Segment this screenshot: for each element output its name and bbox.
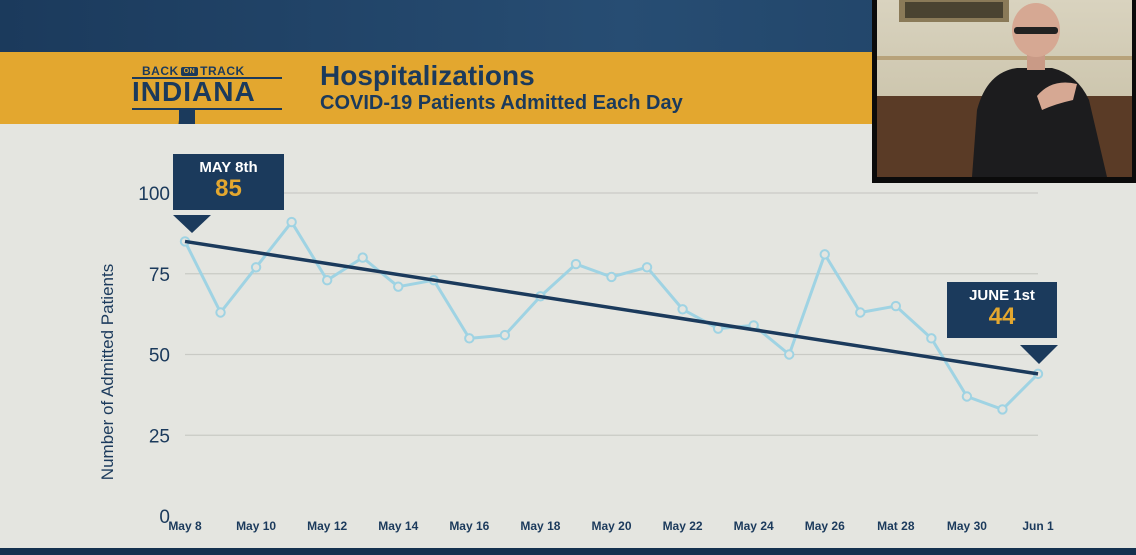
logo-back: BACK	[142, 64, 179, 78]
video-inset	[872, 0, 1136, 183]
x-tick-label: May 20	[591, 519, 631, 533]
y-tick-label-100: 100	[138, 184, 170, 205]
x-tick-label: Jun 1	[1022, 519, 1054, 533]
data-point	[464, 333, 475, 344]
x-tick-label: May 14	[378, 519, 418, 533]
interpreter-illustration	[877, 0, 1132, 177]
x-tick-label: May 30	[947, 519, 987, 533]
y-tick-label-50: 50	[149, 346, 170, 367]
callout-start: MAY 8th 85	[173, 154, 284, 210]
x-tick-label: Mat 28	[877, 519, 915, 533]
x-tick-label: May 22	[663, 519, 703, 533]
logo-track: TRACK	[200, 64, 245, 78]
interpreter-body	[972, 68, 1107, 177]
callout-start-value: 85	[215, 175, 242, 202]
logo-top-text: BACK ON TRACK	[142, 64, 245, 78]
callout-end-value: 44	[988, 303, 1016, 330]
data-point	[926, 333, 937, 344]
chart-title: Hospitalizations	[320, 60, 535, 91]
y-axis-label: Number of Admitted Patients	[98, 264, 117, 480]
chart-subtitle: COVID-19 Patients Admitted Each Day	[320, 92, 683, 114]
wall-painting	[905, 2, 1003, 18]
data-point	[784, 349, 795, 360]
logo-on: ON	[180, 67, 199, 77]
x-axis-ticks: May 8 May 10 May 12 May 14 May 16 May 18 May 2…	[168, 519, 1054, 533]
x-tick-label: May 26	[805, 519, 845, 533]
data-point	[393, 281, 404, 292]
y-axis-ticks: 0 25 50 75 100	[138, 184, 170, 528]
data-point	[215, 307, 226, 318]
wall-molding	[877, 56, 1132, 60]
data-point	[357, 252, 368, 263]
data-point	[819, 249, 830, 260]
series-path	[183, 220, 1040, 411]
y-tick-label-75: 75	[149, 265, 170, 286]
y-tick-label-25: 25	[149, 426, 170, 447]
callout-end-date: JUNE 1st	[969, 287, 1035, 304]
data-point	[606, 271, 617, 283]
x-tick-label: May 16	[449, 519, 489, 533]
data-point	[961, 391, 973, 402]
callout-end: JUNE 1st 44	[947, 282, 1057, 338]
gridlines	[185, 192, 1038, 436]
back-on-track-indiana-logo: BACK ON TRACK INDIANA	[128, 60, 288, 131]
series-line	[179, 216, 1044, 415]
data-point	[570, 258, 582, 270]
line-chart: 0 25 50 75 100 May 8 May 10 May 12 May 14 May 16…	[98, 184, 1058, 533]
logo-indiana: INDIANA	[132, 76, 256, 107]
bottom-band	[0, 548, 1136, 555]
data-point	[641, 262, 653, 273]
interpreter-hand	[1037, 82, 1077, 110]
callout-start-date: MAY 8th	[199, 159, 258, 176]
callout-start-pointer	[173, 215, 211, 233]
data-point	[677, 304, 688, 315]
video-frame	[877, 0, 1132, 177]
logo-rule-top	[132, 77, 282, 79]
trendline	[184, 239, 1039, 376]
x-tick-label: May 8	[168, 519, 202, 533]
y-tick-label-0: 0	[159, 507, 170, 528]
callout-pointers	[173, 215, 1058, 364]
x-tick-label: May 12	[307, 519, 347, 533]
x-tick-label: May 10	[236, 519, 276, 533]
data-point	[250, 262, 262, 273]
x-tick-label: May 18	[520, 519, 560, 533]
callout-end-pointer	[1020, 345, 1058, 364]
data-point	[286, 216, 297, 228]
data-point	[890, 300, 902, 312]
data-point	[321, 275, 333, 286]
x-tick-label: May 24	[734, 519, 774, 533]
interpreter-glasses	[1014, 27, 1058, 34]
data-point	[997, 404, 1008, 415]
logo-rule-bottom	[132, 108, 282, 110]
data-point	[499, 329, 511, 341]
trend-line	[184, 239, 1039, 376]
data-point	[855, 307, 866, 318]
